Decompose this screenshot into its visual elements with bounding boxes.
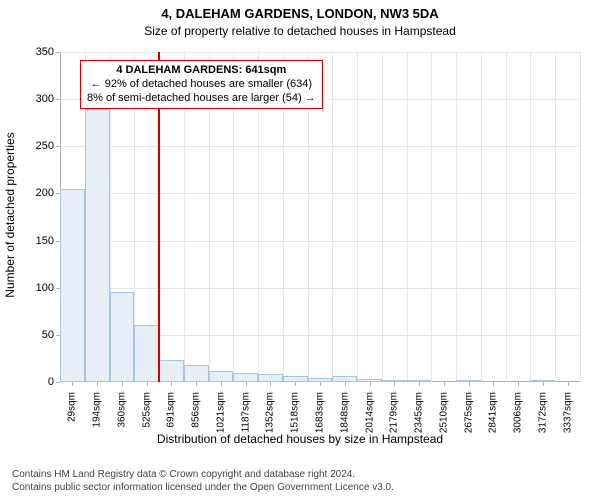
bar — [258, 374, 283, 382]
xtick-label: 691sqm — [166, 392, 177, 428]
annotation-box: 4 DALEHAM GARDENS: 641sqm ← 92% of detac… — [80, 60, 323, 109]
gridline-x — [60, 288, 580, 289]
gridline-y — [481, 52, 482, 382]
xtick-mark — [370, 382, 371, 386]
xtick-mark — [196, 382, 197, 386]
xtick-label: 2841sqm — [488, 392, 499, 433]
gridline-y — [530, 52, 531, 382]
xtick-mark — [469, 382, 470, 386]
xtick-label: 3006sqm — [513, 392, 524, 433]
footer-line1: Contains HM Land Registry data © Crown c… — [12, 469, 394, 482]
xtick-label: 3172sqm — [537, 392, 548, 433]
xtick-label: 1187sqm — [240, 392, 251, 432]
xtick-mark — [543, 382, 544, 386]
gridline-y — [332, 52, 333, 382]
x-axis-label: Distribution of detached houses by size … — [0, 432, 600, 446]
footer: Contains HM Land Registry data © Crown c… — [12, 469, 394, 494]
gridline-y — [555, 52, 556, 382]
footer-line2: Contains public sector information licen… — [12, 482, 394, 495]
xtick-mark — [97, 382, 98, 386]
xtick-label: 194sqm — [92, 392, 103, 428]
chart-title: 4, DALEHAM GARDENS, LONDON, NW3 5DA — [0, 0, 600, 22]
gridline-x — [60, 193, 580, 194]
chart-subtitle: Size of property relative to detached ho… — [0, 22, 600, 42]
xtick-label: 1352sqm — [265, 392, 276, 433]
xtick-mark — [270, 382, 271, 386]
xtick-mark — [444, 382, 445, 386]
ytick-mark — [56, 99, 60, 100]
xtick-label: 3337sqm — [562, 392, 573, 433]
ytick-label: 0 — [48, 376, 54, 388]
bar — [209, 371, 234, 382]
xtick-label: 2510sqm — [438, 392, 449, 433]
xtick-label: 1021sqm — [215, 392, 226, 433]
y-axis-label: Number of detached properties — [3, 132, 17, 297]
xtick-mark — [320, 382, 321, 386]
xtick-label: 29sqm — [67, 392, 78, 422]
xtick-mark — [419, 382, 420, 386]
gridline-x — [60, 241, 580, 242]
xtick-label: 2345sqm — [414, 392, 425, 433]
gridline-y — [506, 52, 507, 382]
xtick-mark — [147, 382, 148, 386]
gridline-y — [431, 52, 432, 382]
ytick-label: 300 — [36, 93, 54, 105]
xtick-label: 360sqm — [116, 392, 127, 428]
xtick-mark — [295, 382, 296, 386]
gridline-y — [580, 52, 581, 382]
xtick-mark — [493, 382, 494, 386]
bar — [184, 365, 209, 382]
ytick-mark — [56, 52, 60, 53]
xtick-mark — [221, 382, 222, 386]
xtick-mark — [518, 382, 519, 386]
annotation-line3: 8% of semi-detached houses are larger (5… — [87, 92, 316, 106]
ytick-mark — [56, 382, 60, 383]
annotation-line1: 4 DALEHAM GARDENS: 641sqm — [87, 64, 316, 78]
xtick-label: 856sqm — [191, 392, 202, 428]
gridline-y — [382, 52, 383, 382]
ytick-mark — [56, 146, 60, 147]
bar — [60, 189, 85, 382]
bar — [134, 325, 159, 382]
xtick-label: 1518sqm — [290, 392, 301, 433]
bar — [85, 109, 110, 382]
gridline-y — [357, 52, 358, 382]
bar — [159, 360, 184, 382]
xtick-label: 2675sqm — [463, 392, 474, 433]
xtick-mark — [345, 382, 346, 386]
xtick-label: 2179sqm — [389, 392, 400, 433]
bar — [110, 292, 135, 382]
gridline-x — [60, 52, 580, 53]
xtick-mark — [122, 382, 123, 386]
xtick-label: 525sqm — [141, 392, 152, 428]
ytick-label: 100 — [36, 282, 54, 294]
ytick-label: 350 — [36, 46, 54, 58]
xtick-label: 2014sqm — [364, 392, 375, 433]
xtick-mark — [171, 382, 172, 386]
gridline-y — [407, 52, 408, 382]
xtick-mark — [72, 382, 73, 386]
xtick-mark — [394, 382, 395, 386]
xtick-mark — [246, 382, 247, 386]
xtick-mark — [568, 382, 569, 386]
ytick-label: 150 — [36, 235, 54, 247]
annotation-line2: ← 92% of detached houses are smaller (63… — [87, 78, 316, 92]
ytick-label: 50 — [42, 329, 54, 341]
gridline-x — [60, 146, 580, 147]
xtick-label: 1848sqm — [339, 392, 350, 433]
ytick-label: 200 — [36, 187, 54, 199]
xtick-label: 1683sqm — [315, 392, 326, 433]
bar — [233, 373, 258, 382]
gridline-y — [456, 52, 457, 382]
ytick-label: 250 — [36, 140, 54, 152]
